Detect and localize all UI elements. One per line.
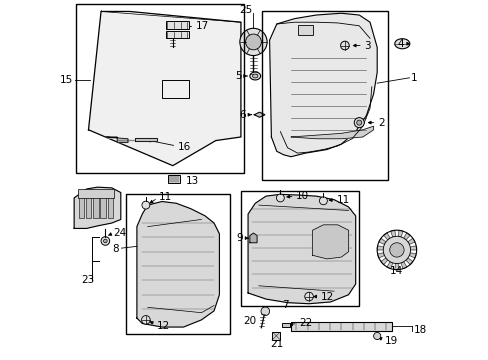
Text: 14: 14 (389, 266, 403, 276)
Circle shape (383, 236, 410, 264)
Polygon shape (386, 262, 392, 269)
Circle shape (101, 237, 109, 245)
Polygon shape (312, 225, 348, 259)
Polygon shape (400, 262, 406, 269)
Bar (107, 193, 113, 218)
Polygon shape (249, 233, 257, 243)
Polygon shape (390, 230, 395, 237)
Text: 6: 6 (239, 110, 246, 120)
Polygon shape (380, 258, 387, 265)
Text: 3: 3 (364, 41, 370, 50)
Circle shape (103, 239, 107, 243)
Circle shape (276, 194, 284, 202)
Circle shape (356, 120, 361, 125)
Text: 11: 11 (159, 192, 172, 202)
Circle shape (373, 332, 380, 339)
Polygon shape (254, 112, 264, 117)
Polygon shape (409, 246, 416, 250)
Bar (165, 22, 188, 30)
Bar (262, 12, 387, 180)
Text: 9: 9 (236, 233, 242, 243)
Bar (86, 193, 91, 218)
Polygon shape (137, 202, 219, 327)
Text: 1: 1 (410, 73, 416, 83)
Polygon shape (383, 233, 389, 240)
Polygon shape (377, 253, 384, 258)
Circle shape (142, 201, 149, 209)
Text: 5: 5 (235, 71, 242, 81)
Text: 20: 20 (243, 316, 256, 325)
Polygon shape (135, 138, 156, 141)
Polygon shape (88, 12, 241, 166)
Circle shape (319, 197, 326, 205)
Text: 12: 12 (157, 321, 170, 330)
Polygon shape (408, 253, 415, 258)
Text: 17: 17 (196, 21, 209, 31)
Polygon shape (405, 258, 412, 265)
Text: 4: 4 (396, 39, 403, 49)
Bar (76, 4, 244, 173)
Polygon shape (398, 230, 402, 237)
Text: 10: 10 (296, 191, 308, 201)
Polygon shape (269, 13, 376, 157)
Text: 21: 21 (269, 339, 283, 349)
Ellipse shape (394, 39, 409, 49)
Text: 13: 13 (185, 176, 198, 186)
Bar (167, 175, 179, 183)
Ellipse shape (249, 72, 260, 80)
Polygon shape (376, 246, 383, 250)
Polygon shape (74, 187, 121, 228)
Polygon shape (106, 137, 128, 142)
Text: 24: 24 (113, 228, 126, 238)
Bar (93, 193, 99, 218)
Bar (290, 322, 391, 330)
Circle shape (261, 307, 269, 316)
Text: 22: 22 (298, 319, 312, 328)
Text: 23: 23 (81, 275, 95, 285)
Ellipse shape (252, 74, 258, 78)
Circle shape (239, 28, 266, 55)
Circle shape (389, 243, 403, 257)
Bar (165, 31, 188, 39)
Bar (272, 332, 280, 339)
Text: 15: 15 (60, 75, 73, 85)
Text: 25: 25 (239, 5, 252, 15)
Polygon shape (403, 233, 409, 240)
Circle shape (304, 292, 313, 301)
Text: 18: 18 (413, 325, 426, 334)
Bar (241, 191, 359, 306)
Text: 7: 7 (282, 300, 288, 310)
Bar (78, 189, 113, 198)
Text: 8: 8 (112, 244, 119, 254)
Bar (79, 193, 84, 218)
Text: 2: 2 (377, 118, 384, 128)
Polygon shape (407, 238, 414, 244)
Bar (126, 194, 230, 334)
Circle shape (245, 34, 261, 50)
Bar (100, 193, 105, 218)
Text: 19: 19 (384, 336, 397, 346)
Polygon shape (247, 194, 355, 304)
Polygon shape (378, 238, 385, 244)
Circle shape (142, 316, 150, 324)
Polygon shape (394, 264, 398, 270)
Bar (298, 25, 312, 35)
Polygon shape (290, 126, 373, 139)
Bar (162, 80, 188, 98)
Text: 11: 11 (336, 195, 349, 205)
Bar (282, 323, 289, 327)
Text: 16: 16 (178, 142, 191, 152)
Circle shape (340, 41, 348, 50)
Text: 12: 12 (320, 292, 333, 302)
Circle shape (353, 118, 364, 128)
